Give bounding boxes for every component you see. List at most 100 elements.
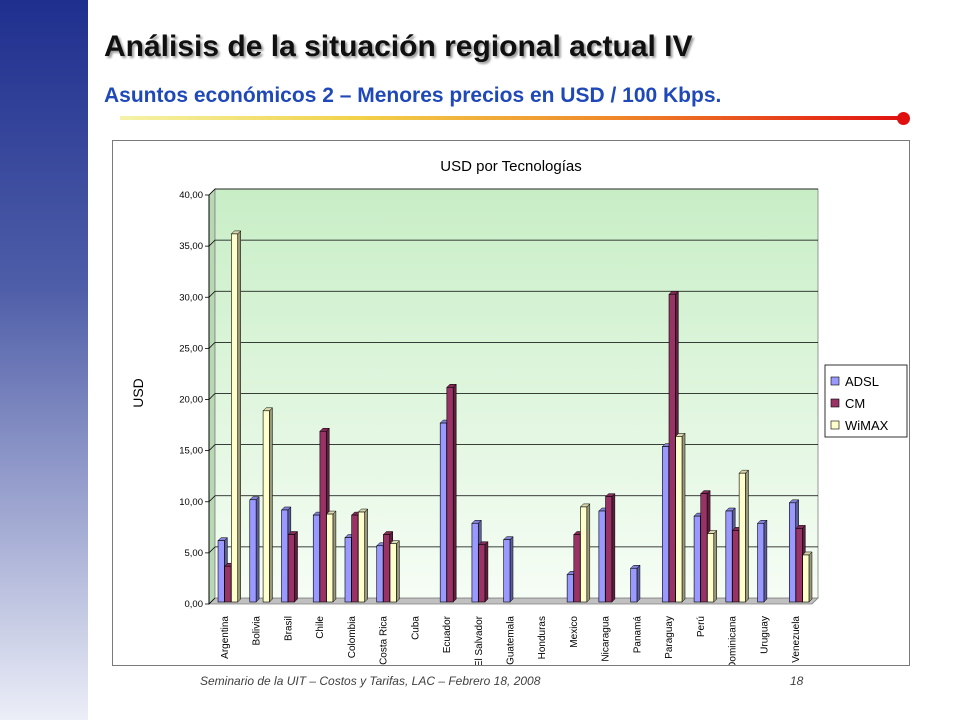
bar-cm [287,530,299,603]
bar-front-face [446,386,454,603]
bar-front-face [795,528,803,603]
x-category-label: Ecuador [442,615,453,653]
bar-front-face [439,422,447,603]
bar-front-face [217,540,225,603]
legend-swatch-adsl [830,376,840,386]
y-tick-label: 25,00 [179,343,203,354]
gridline-side [208,290,216,298]
bar-front-face [757,522,765,603]
y-tick-label: 0,00 [185,599,204,610]
gridline-side [208,393,216,400]
slide-title: Análisis de la situación regional actual… [104,30,693,63]
y-axis-label: USD [130,378,146,408]
bar-front-face [249,499,257,603]
legend-swatch-cm [830,398,840,408]
bar-wimax [802,551,813,603]
bar-adsl [630,564,641,603]
x-category-label: Uruguay [759,616,770,654]
bar-cm [477,541,489,603]
bar-side-face [396,540,400,603]
bar-side-face [745,469,749,603]
bar-front-face [700,493,708,603]
legend-swatch-wimax [830,420,840,430]
bar-cm [446,383,457,603]
y-tick-label: 10,00 [179,497,203,508]
title-underline [120,116,906,120]
x-category-label: Honduras [537,616,548,659]
chart-title: USD por Tecnologías [440,158,581,175]
bar-wimax [230,230,242,603]
bar-side-face [636,564,641,603]
bar-adsl [249,496,260,603]
gridline-side [208,444,216,451]
y-tick-label: 40,00 [179,190,203,201]
gridline-side [208,239,216,247]
bar-front-face [630,567,638,603]
bar-side-face [681,432,686,603]
slide-subtitle: Asuntos económicos 2 – Menores precios e… [104,84,722,107]
gridline-side [208,342,216,349]
bar-front-face [383,534,391,603]
title-underline-dot [897,112,910,125]
bar-front-face [326,513,334,603]
bar-front-face [231,233,239,603]
x-category-label: Guatemala [506,616,517,665]
bar-wimax [738,469,750,603]
bar-front-face [732,530,740,603]
bar-front-face [738,472,746,603]
bar-front-face [376,545,384,603]
y-tick-label: 35,00 [179,241,203,252]
bar-side-face [364,508,368,603]
bar-front-face [319,430,327,603]
bar-front-face [344,537,352,603]
x-category-label: Mexico [569,616,580,648]
x-category-label: Nicaragua [601,616,612,662]
bar-front-face [662,446,669,603]
bar-front-face [605,496,613,603]
x-category-label: Cuba [410,616,421,640]
bar-front-face [478,544,486,603]
bar-front-face [281,509,289,603]
bar-side-face [332,510,337,603]
bar-adsl [756,519,768,603]
y-tick-label: 20,00 [179,395,203,406]
page-number: 18 [790,674,804,688]
gridline-side [208,597,216,605]
bar-front-face [287,534,295,603]
bar-wimax [325,510,337,603]
bar-wimax [675,432,686,603]
bar-wimax [579,503,591,603]
bar-side-face [255,496,260,603]
x-category-label: Costa Rica [379,616,390,665]
bar-side-face [509,536,514,603]
bar-front-face [693,515,701,603]
slide-side-band [0,0,88,720]
bar-side-face [294,530,298,603]
bar-side-face [611,493,616,603]
bar-side-face [763,519,768,603]
x-category-label: Panamá [632,616,643,654]
x-category-label: Paraguay [664,616,675,659]
bar-front-face [580,506,588,603]
bar-cm [604,493,616,603]
bar-chart: 0,00 5,00 10,00 15,00 20,00 25,00 30,00 35,00 40… [130,158,908,665]
bar-wimax [262,407,274,603]
bar-side-face [237,230,241,603]
bar-front-face [351,514,359,603]
bar-wimax [357,508,369,603]
x-category-label: Colombia [347,616,358,659]
legend-label-cm: CM [845,396,865,411]
bar-side-face [269,407,273,603]
x-category-label: Perú [696,616,707,637]
legend-label-adsl: ADSL [845,374,879,389]
chart-frame: 0,00 5,00 10,00 15,00 20,00 25,00 30,00 35,00 40… [112,140,910,666]
bar-front-face [566,574,574,603]
x-category-label: Argentina [220,616,231,659]
bar-front-face [471,522,479,603]
bar-wimax [706,529,718,603]
bar-front-face [389,543,397,603]
bar-adsl [503,536,514,603]
x-category-label: Brasil [283,616,294,641]
bar-front-face [725,510,733,603]
footer-text: Seminario de la UIT – Costos y Tarifas, … [200,674,541,688]
